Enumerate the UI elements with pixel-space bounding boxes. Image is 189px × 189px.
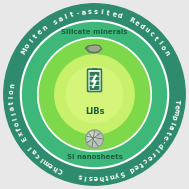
Text: LIBs: LIBs	[85, 107, 104, 116]
Text: t: t	[152, 35, 159, 42]
Circle shape	[85, 130, 104, 148]
FancyBboxPatch shape	[88, 69, 101, 91]
Text: n: n	[41, 25, 48, 32]
Text: l: l	[169, 120, 176, 124]
Bar	[92, 68, 97, 70]
Circle shape	[4, 4, 185, 185]
Text: m: m	[42, 157, 51, 166]
FancyBboxPatch shape	[90, 86, 99, 90]
Text: i: i	[9, 96, 15, 98]
Text: t: t	[106, 10, 110, 16]
Text: t: t	[9, 100, 15, 104]
Circle shape	[66, 66, 123, 123]
Text: i: i	[84, 174, 87, 180]
Text: o: o	[9, 89, 15, 94]
Polygon shape	[89, 46, 100, 51]
Text: a: a	[57, 15, 64, 23]
Text: Si nanosheets: Si nanosheets	[67, 154, 122, 160]
Text: o: o	[13, 120, 21, 127]
Circle shape	[55, 55, 134, 134]
Text: i: i	[40, 156, 45, 162]
Text: l: l	[64, 14, 68, 20]
Text: n: n	[109, 172, 115, 179]
Text: e: e	[145, 153, 153, 160]
Text: e: e	[111, 11, 117, 18]
Text: S: S	[119, 169, 125, 176]
Text: E: E	[21, 135, 28, 142]
Text: l: l	[28, 144, 34, 150]
Text: h: h	[99, 174, 104, 180]
Text: f: f	[16, 126, 22, 131]
Text: d: d	[138, 23, 145, 30]
Text: r: r	[149, 150, 156, 156]
FancyBboxPatch shape	[90, 81, 99, 85]
Text: t: t	[165, 129, 172, 135]
Circle shape	[21, 21, 168, 168]
Text: d: d	[117, 12, 123, 19]
Text: a: a	[81, 9, 86, 16]
Text: n: n	[9, 83, 15, 88]
Circle shape	[88, 132, 96, 141]
Text: a: a	[167, 124, 174, 130]
Text: e: e	[48, 161, 55, 169]
Text: a: a	[10, 105, 16, 110]
Text: e: e	[36, 29, 44, 36]
Text: t: t	[138, 160, 143, 167]
Text: e: e	[94, 174, 98, 180]
Text: M: M	[20, 46, 29, 55]
Text: u: u	[143, 26, 150, 34]
Text: d: d	[156, 142, 163, 149]
Text: s: s	[52, 18, 58, 26]
Text: e: e	[162, 133, 169, 140]
Text: o: o	[159, 44, 167, 52]
Text: l: l	[12, 116, 19, 120]
Text: C: C	[57, 166, 64, 174]
Text: s: s	[88, 9, 92, 15]
Text: l: l	[29, 38, 35, 44]
Text: m: m	[172, 108, 179, 116]
Text: c: c	[142, 156, 148, 164]
Text: R: R	[128, 17, 135, 24]
Text: p: p	[170, 114, 177, 120]
Text: i: i	[11, 111, 17, 115]
Text: t: t	[33, 33, 39, 40]
FancyBboxPatch shape	[90, 77, 99, 81]
Text: x: x	[18, 130, 25, 137]
Text: c: c	[148, 31, 155, 38]
Text: c: c	[35, 152, 42, 159]
Text: i: i	[153, 146, 159, 152]
Text: i: i	[156, 40, 162, 46]
Text: n: n	[162, 50, 170, 57]
Circle shape	[38, 38, 151, 151]
Text: t: t	[70, 12, 74, 18]
Text: s: s	[94, 9, 98, 15]
Text: s: s	[78, 173, 83, 179]
Text: -: -	[76, 10, 80, 17]
Text: Silicate minerals: Silicate minerals	[61, 29, 128, 35]
Text: t: t	[104, 173, 108, 180]
Text: h: h	[53, 164, 59, 171]
Text: y: y	[114, 171, 120, 178]
Text: e: e	[133, 19, 140, 27]
Text: i: i	[101, 9, 103, 15]
Text: -: -	[160, 138, 166, 144]
Text: a: a	[31, 147, 38, 155]
FancyBboxPatch shape	[90, 72, 99, 76]
Text: e: e	[133, 162, 139, 170]
Text: T: T	[174, 99, 180, 104]
Text: e: e	[173, 104, 180, 110]
Text: o: o	[24, 42, 32, 49]
Polygon shape	[85, 45, 102, 53]
Text: s: s	[88, 174, 93, 180]
Text: d: d	[128, 165, 135, 172]
